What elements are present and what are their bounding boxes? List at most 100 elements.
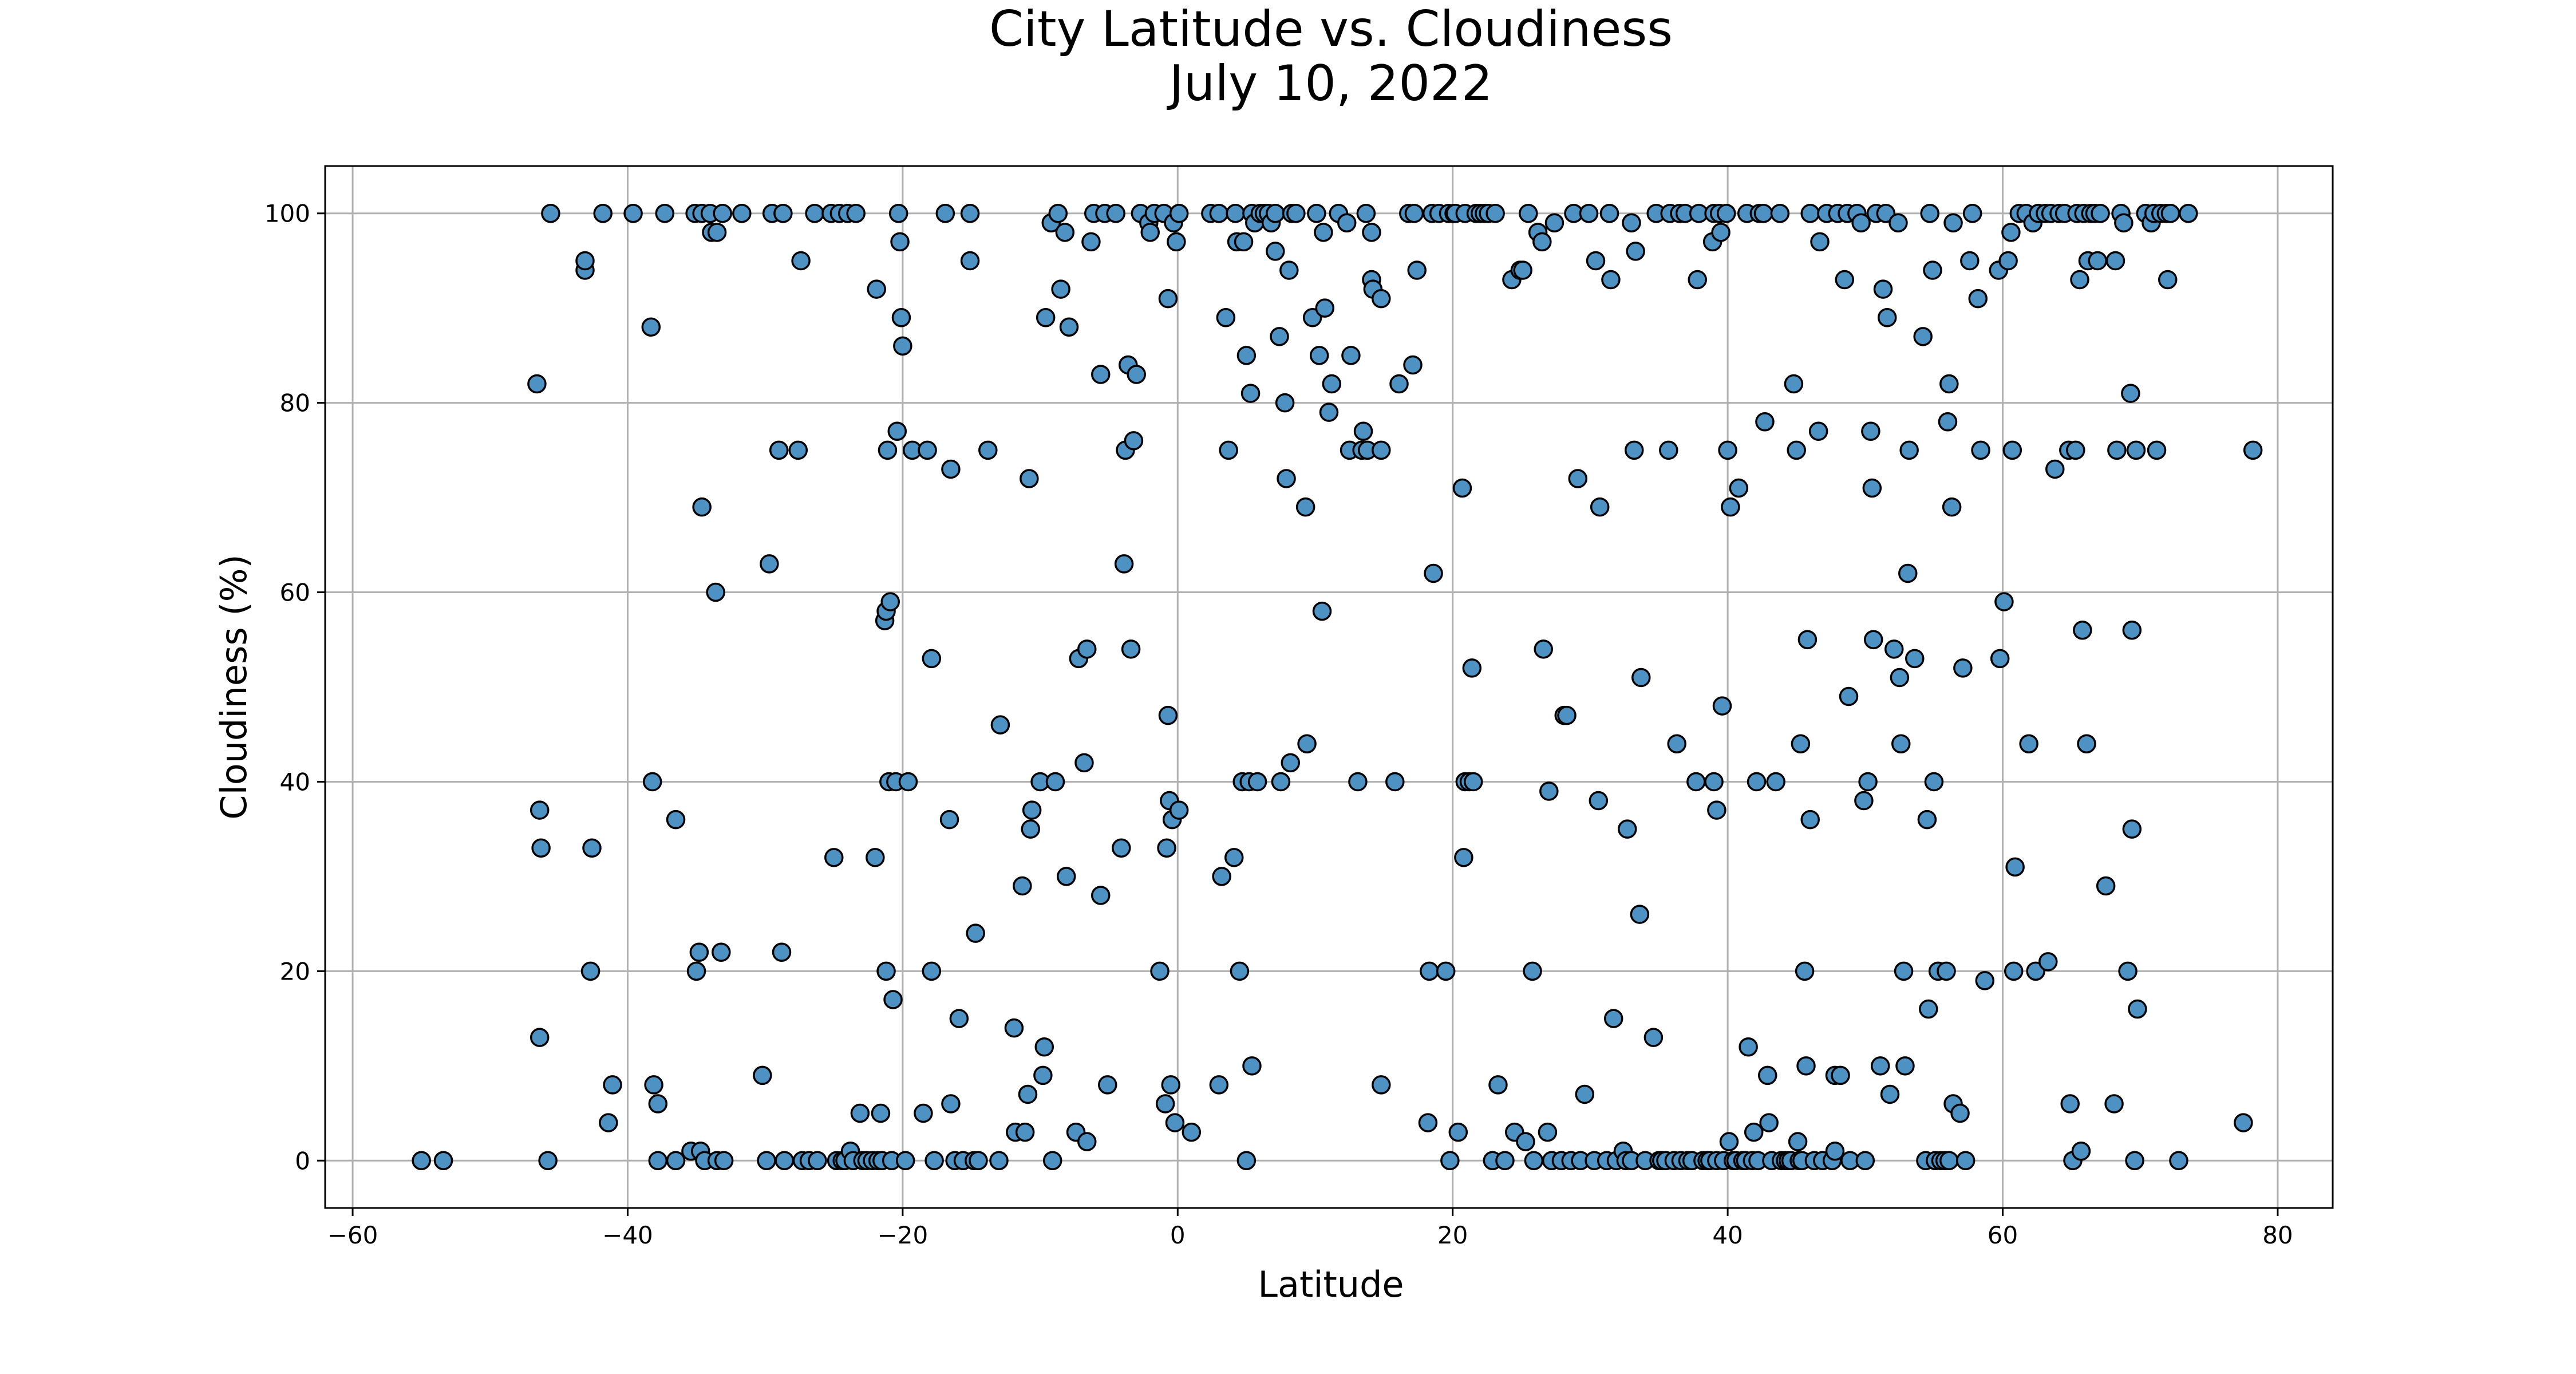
data-point [1920, 203, 1939, 223]
data-point [1532, 232, 1552, 252]
data-point [1307, 203, 1326, 223]
data-point [2118, 961, 2138, 981]
data-point [2088, 251, 2107, 271]
data-point [1659, 440, 1678, 460]
data-point [1059, 317, 1079, 337]
data-point [1519, 203, 1538, 223]
data-point [1939, 1151, 1959, 1171]
data-point [1277, 469, 1296, 488]
data-point [1766, 772, 1785, 792]
data-point [732, 203, 752, 223]
data-point [1266, 203, 1285, 223]
data-point [412, 1151, 431, 1171]
data-point [642, 772, 662, 792]
data-point [1209, 1075, 1229, 1095]
data-point [1831, 1065, 1850, 1085]
data-point [1917, 810, 1937, 830]
data-point [1372, 1075, 1391, 1095]
data-point [1873, 279, 1893, 299]
data-point [2071, 1141, 2091, 1161]
data-point [1236, 1151, 1257, 1171]
data-point [1322, 374, 1342, 394]
data-point [887, 421, 907, 441]
data-point [531, 838, 551, 858]
data-point [978, 440, 998, 460]
data-point [1707, 800, 1726, 820]
data-point [1169, 203, 1189, 223]
data-point [898, 772, 918, 792]
data-point [1055, 223, 1075, 242]
data-point [1747, 772, 1767, 792]
data-point [773, 203, 793, 223]
data-point [990, 715, 1010, 735]
data-point [769, 440, 789, 460]
data-point [1230, 961, 1250, 981]
data-point [1454, 848, 1473, 867]
data-point [1266, 242, 1285, 261]
data-point [1962, 203, 1982, 223]
data-point [1899, 440, 1919, 460]
data-point [1791, 734, 1811, 754]
chart-title-line-2: July 10, 2022 [1167, 55, 1493, 112]
data-point [1877, 307, 1897, 327]
data-point [1389, 374, 1409, 394]
data-point [969, 1151, 988, 1171]
data-point [1161, 1075, 1181, 1095]
data-point [1810, 232, 1830, 252]
data-point [1586, 251, 1606, 271]
data-point [1216, 307, 1236, 327]
data-point [1939, 374, 1959, 394]
data-point [1448, 1122, 1468, 1142]
data-point [1018, 1084, 1038, 1104]
data-point [1888, 213, 1908, 233]
data-point [1420, 961, 1439, 981]
data-point [775, 1151, 795, 1171]
data-point [1319, 402, 1339, 422]
data-point [593, 203, 613, 223]
data-point [1971, 440, 1990, 460]
y-axis-label: Cloudiness (%) [213, 554, 255, 819]
data-point [1020, 469, 1039, 488]
data-point [1943, 213, 1963, 233]
data-point [895, 1151, 915, 1171]
data-point [1711, 223, 1730, 242]
data-point [1744, 1122, 1764, 1142]
data-point [1953, 658, 1973, 678]
data-point [1950, 1103, 1970, 1123]
data-point [788, 440, 808, 460]
data-point [1297, 734, 1317, 754]
data-point [1440, 1151, 1460, 1171]
data-point [1855, 1151, 1875, 1171]
data-point [1894, 961, 1914, 981]
data-point [1788, 1132, 1808, 1151]
data-point [689, 942, 709, 962]
data-point [960, 203, 980, 223]
data-point [1309, 346, 1329, 365]
data-point [1870, 1056, 1890, 1076]
data-point [1312, 601, 1332, 621]
data-point [1271, 772, 1291, 792]
data-point [1923, 260, 1942, 280]
data-point [1579, 203, 1599, 223]
data-point [1942, 497, 1962, 517]
data-point [692, 497, 712, 517]
data-point [1165, 1113, 1185, 1132]
data-point [888, 203, 908, 223]
data-point [1281, 753, 1300, 773]
y-tick-label: 60 [280, 579, 310, 607]
data-point [1127, 365, 1146, 384]
data-point [1924, 772, 1944, 792]
data-point [2105, 251, 2125, 271]
data-point [1315, 298, 1335, 318]
data-point [1523, 961, 1542, 981]
x-tick-label: −20 [878, 1221, 929, 1249]
data-point [1721, 497, 1740, 517]
data-point [2107, 440, 2127, 460]
data-point [1226, 203, 1245, 223]
data-point [1158, 705, 1178, 725]
data-point [791, 251, 811, 271]
data-point [1622, 213, 1641, 233]
data-point [1513, 260, 1532, 280]
data-point [1033, 1065, 1053, 1085]
data-point [1839, 686, 1859, 706]
